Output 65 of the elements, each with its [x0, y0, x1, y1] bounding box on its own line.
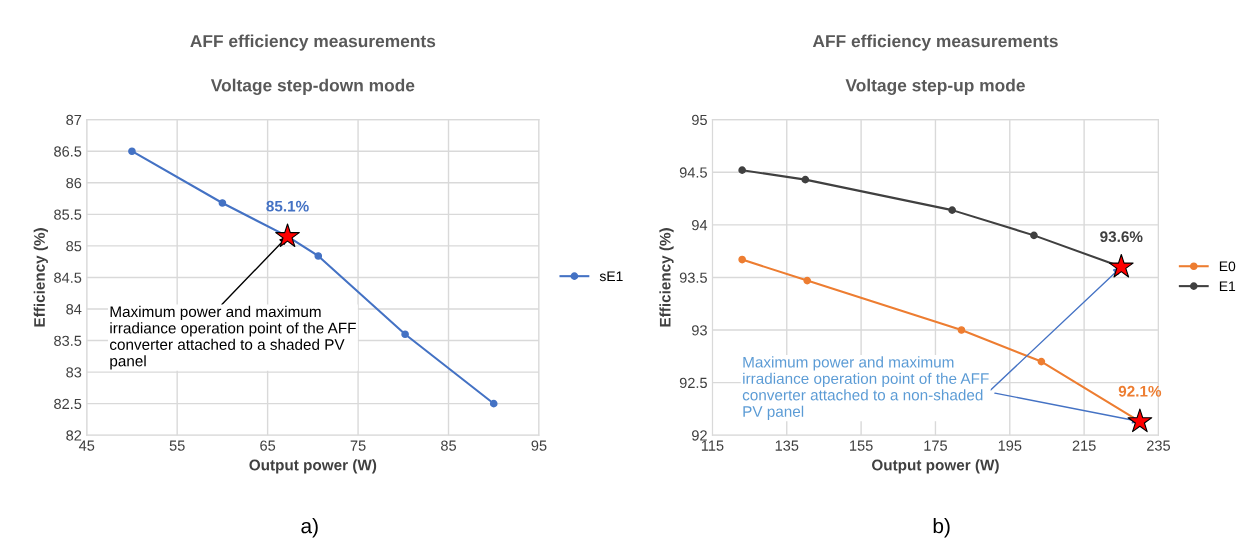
point — [1127, 408, 1153, 433]
x-tick-label: 85 — [441, 440, 457, 451]
y-tick-label: 86.5 — [54, 146, 82, 157]
point — [957, 326, 966, 334]
y-tick-label: 93.5 — [679, 272, 707, 283]
point — [1108, 253, 1134, 278]
y-tick-label: 94 — [692, 219, 708, 231]
y-tick-label: 85 — [66, 240, 82, 252]
annotation: Maximum power and maximum irradiance operation point of the AFF converter attached to a non-shaded PV panel — [742, 356, 989, 420]
legend-label: E1 — [1219, 281, 1236, 291]
y-tick-label: 82.5 — [54, 398, 82, 410]
y-tick-label: 83.5 — [54, 335, 82, 346]
point — [401, 330, 409, 339]
annotation: Maximum power and maximum irradiance operation point of the AFF converter attached to a shaded PV panel — [109, 305, 356, 370]
point — [803, 276, 812, 285]
chart-title: AFF efficiency measurements — [190, 34, 436, 51]
x-tick-label: 235 — [1147, 440, 1171, 451]
x-tick-label: 65 — [260, 440, 276, 451]
x-tick-label: 95 — [531, 440, 547, 451]
point — [1030, 231, 1038, 240]
legend-label: E0 — [1219, 261, 1236, 272]
x-tick-label: 195 — [998, 440, 1022, 451]
chart-subtitle: Voltage step-up mode — [845, 78, 1025, 95]
y-tick-label: 93 — [692, 325, 707, 336]
x-tick-label: 75 — [350, 440, 366, 451]
y-tick-label: 86 — [66, 177, 82, 189]
x-tick-label: 135 — [775, 440, 799, 451]
y-tick-label: 83 — [66, 367, 82, 378]
data-label: 85.1% — [266, 200, 309, 212]
text: a) — [301, 518, 318, 538]
y-tick-label: 84.5 — [54, 272, 82, 283]
y-tick-label: 94.5 — [679, 167, 707, 178]
data-label: 93.6% — [1100, 231, 1143, 243]
y-tick-label: 87 — [66, 114, 82, 126]
x-axis-title: Output power (W) — [872, 459, 999, 474]
y-axis-title: Efficiency (%) — [659, 228, 674, 327]
point — [314, 252, 323, 260]
point — [738, 255, 746, 264]
point — [1037, 357, 1046, 366]
y-axis-title: Efficiency (%) — [33, 228, 48, 327]
y-tick-label: 95 — [692, 114, 707, 126]
point — [218, 199, 227, 207]
point — [275, 223, 300, 248]
point — [801, 175, 810, 184]
chart-subtitle: Voltage step-down mode — [210, 78, 415, 95]
y-tick-label: 92.5 — [679, 377, 707, 389]
point — [489, 399, 498, 408]
x-tick-label: 55 — [169, 440, 185, 451]
point — [128, 147, 136, 156]
legend-label: sE1 — [599, 271, 623, 282]
x-tick-label: 45 — [78, 440, 95, 451]
text: b) — [933, 518, 950, 538]
x-tick-label: 175 — [924, 440, 947, 451]
x-axis-title: Output power (W) — [249, 459, 377, 474]
y-tick-label: 92 — [692, 430, 707, 441]
point — [948, 206, 956, 214]
y-tick-label: 85.5 — [54, 209, 82, 220]
x-tick-label: 155 — [850, 440, 873, 451]
y-tick-label: 82 — [66, 430, 82, 441]
data-label: 92.1% — [1118, 385, 1162, 397]
y-tick-label: 84 — [66, 304, 82, 315]
x-tick-label: 215 — [1072, 440, 1096, 451]
point — [738, 166, 746, 174]
x-tick-label: 115 — [701, 440, 724, 451]
chart-title: AFF efficiency measurements — [812, 34, 1058, 51]
